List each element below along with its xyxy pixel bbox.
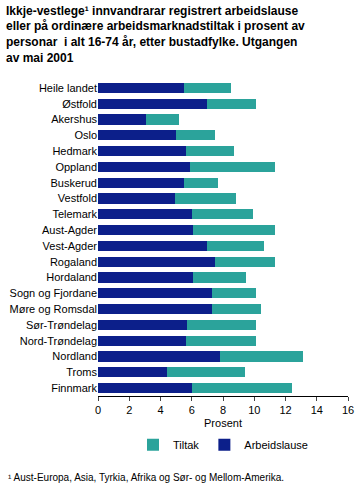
svg-text:Heile landet: Heile landet xyxy=(39,82,97,94)
svg-text:Aust-Agder: Aust-Agder xyxy=(42,224,97,236)
svg-text:Hordaland: Hordaland xyxy=(46,271,97,283)
svg-text:8: 8 xyxy=(220,404,226,416)
svg-text:Sogn og Fjordane: Sogn og Fjordane xyxy=(10,287,97,299)
svg-text:0: 0 xyxy=(95,404,101,416)
svg-text:Arbeidslause: Arbeidslause xyxy=(244,439,308,451)
svg-text:Møre og Romsdal: Møre og Romsdal xyxy=(10,303,97,315)
svg-text:Oslo: Oslo xyxy=(74,129,97,141)
svg-text:Prosent: Prosent xyxy=(204,417,242,429)
svg-text:Tiltak: Tiltak xyxy=(173,439,199,451)
svg-text:Ikkje-vestlege¹ innvandrarar r: Ikkje-vestlege¹ innvandrarar registrert … xyxy=(6,4,305,65)
svg-text:Akershus: Akershus xyxy=(51,113,97,125)
svg-text:Vestfold: Vestfold xyxy=(58,192,97,204)
svg-text:Nord-Trøndelag: Nord-Trøndelag xyxy=(20,335,97,347)
svg-text:Rogaland: Rogaland xyxy=(50,256,97,268)
svg-text:Oppland: Oppland xyxy=(55,161,97,173)
svg-text:Sør-Trøndelag: Sør-Trøndelag xyxy=(26,319,97,331)
svg-text:¹ Aust-Europa, Asia, Tyrkia, A: ¹ Aust-Europa, Asia, Tyrkia, Afrika og S… xyxy=(8,472,284,483)
svg-text:2: 2 xyxy=(126,404,132,416)
svg-text:Troms: Troms xyxy=(66,366,97,378)
svg-text:10: 10 xyxy=(248,404,260,416)
svg-text:Østfold: Østfold xyxy=(62,98,97,110)
svg-text:Telemark: Telemark xyxy=(52,208,97,220)
svg-text:Hedmark: Hedmark xyxy=(52,145,97,157)
svg-text:Vest-Agder: Vest-Agder xyxy=(43,240,98,252)
svg-text:4: 4 xyxy=(157,404,163,416)
svg-text:Buskerud: Buskerud xyxy=(51,177,97,189)
svg-text:12: 12 xyxy=(279,404,291,416)
svg-text:6: 6 xyxy=(189,404,195,416)
svg-text:14: 14 xyxy=(311,404,323,416)
svg-text:Nordland: Nordland xyxy=(52,350,97,362)
svg-text:16: 16 xyxy=(342,404,354,416)
svg-text:Finnmark: Finnmark xyxy=(51,382,97,394)
